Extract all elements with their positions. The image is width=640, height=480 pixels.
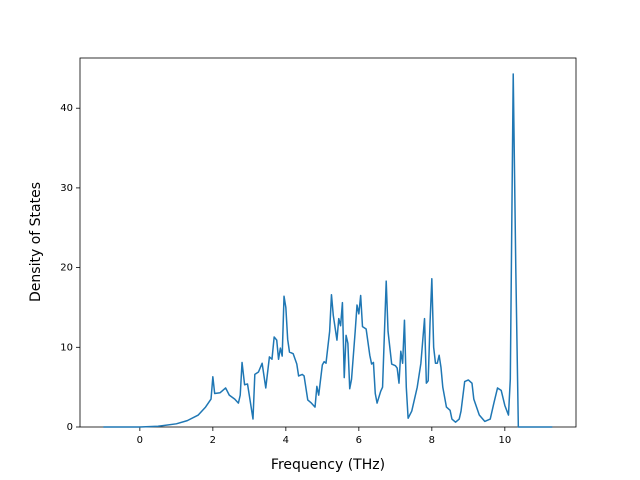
x-tick-label: 4 <box>283 435 289 446</box>
x-tick-label: 0 <box>137 435 143 446</box>
dos-line <box>103 73 553 428</box>
y-axis-label: Density of States <box>28 182 44 302</box>
y-tick-label: 10 <box>60 342 73 353</box>
x-tick-label: 2 <box>210 435 216 446</box>
x-axis-label: Frequency (THz) <box>271 457 385 473</box>
y-tick-label: 40 <box>60 103 73 114</box>
y-tick-label: 20 <box>60 263 73 274</box>
y-tick-label: 30 <box>60 183 73 194</box>
y-tick-label: 0 <box>67 422 73 433</box>
axes-frame <box>79 57 577 428</box>
x-tick-label: 8 <box>429 435 435 446</box>
x-tick-label: 6 <box>356 435 362 446</box>
x-tick-label: 10 <box>498 435 511 446</box>
